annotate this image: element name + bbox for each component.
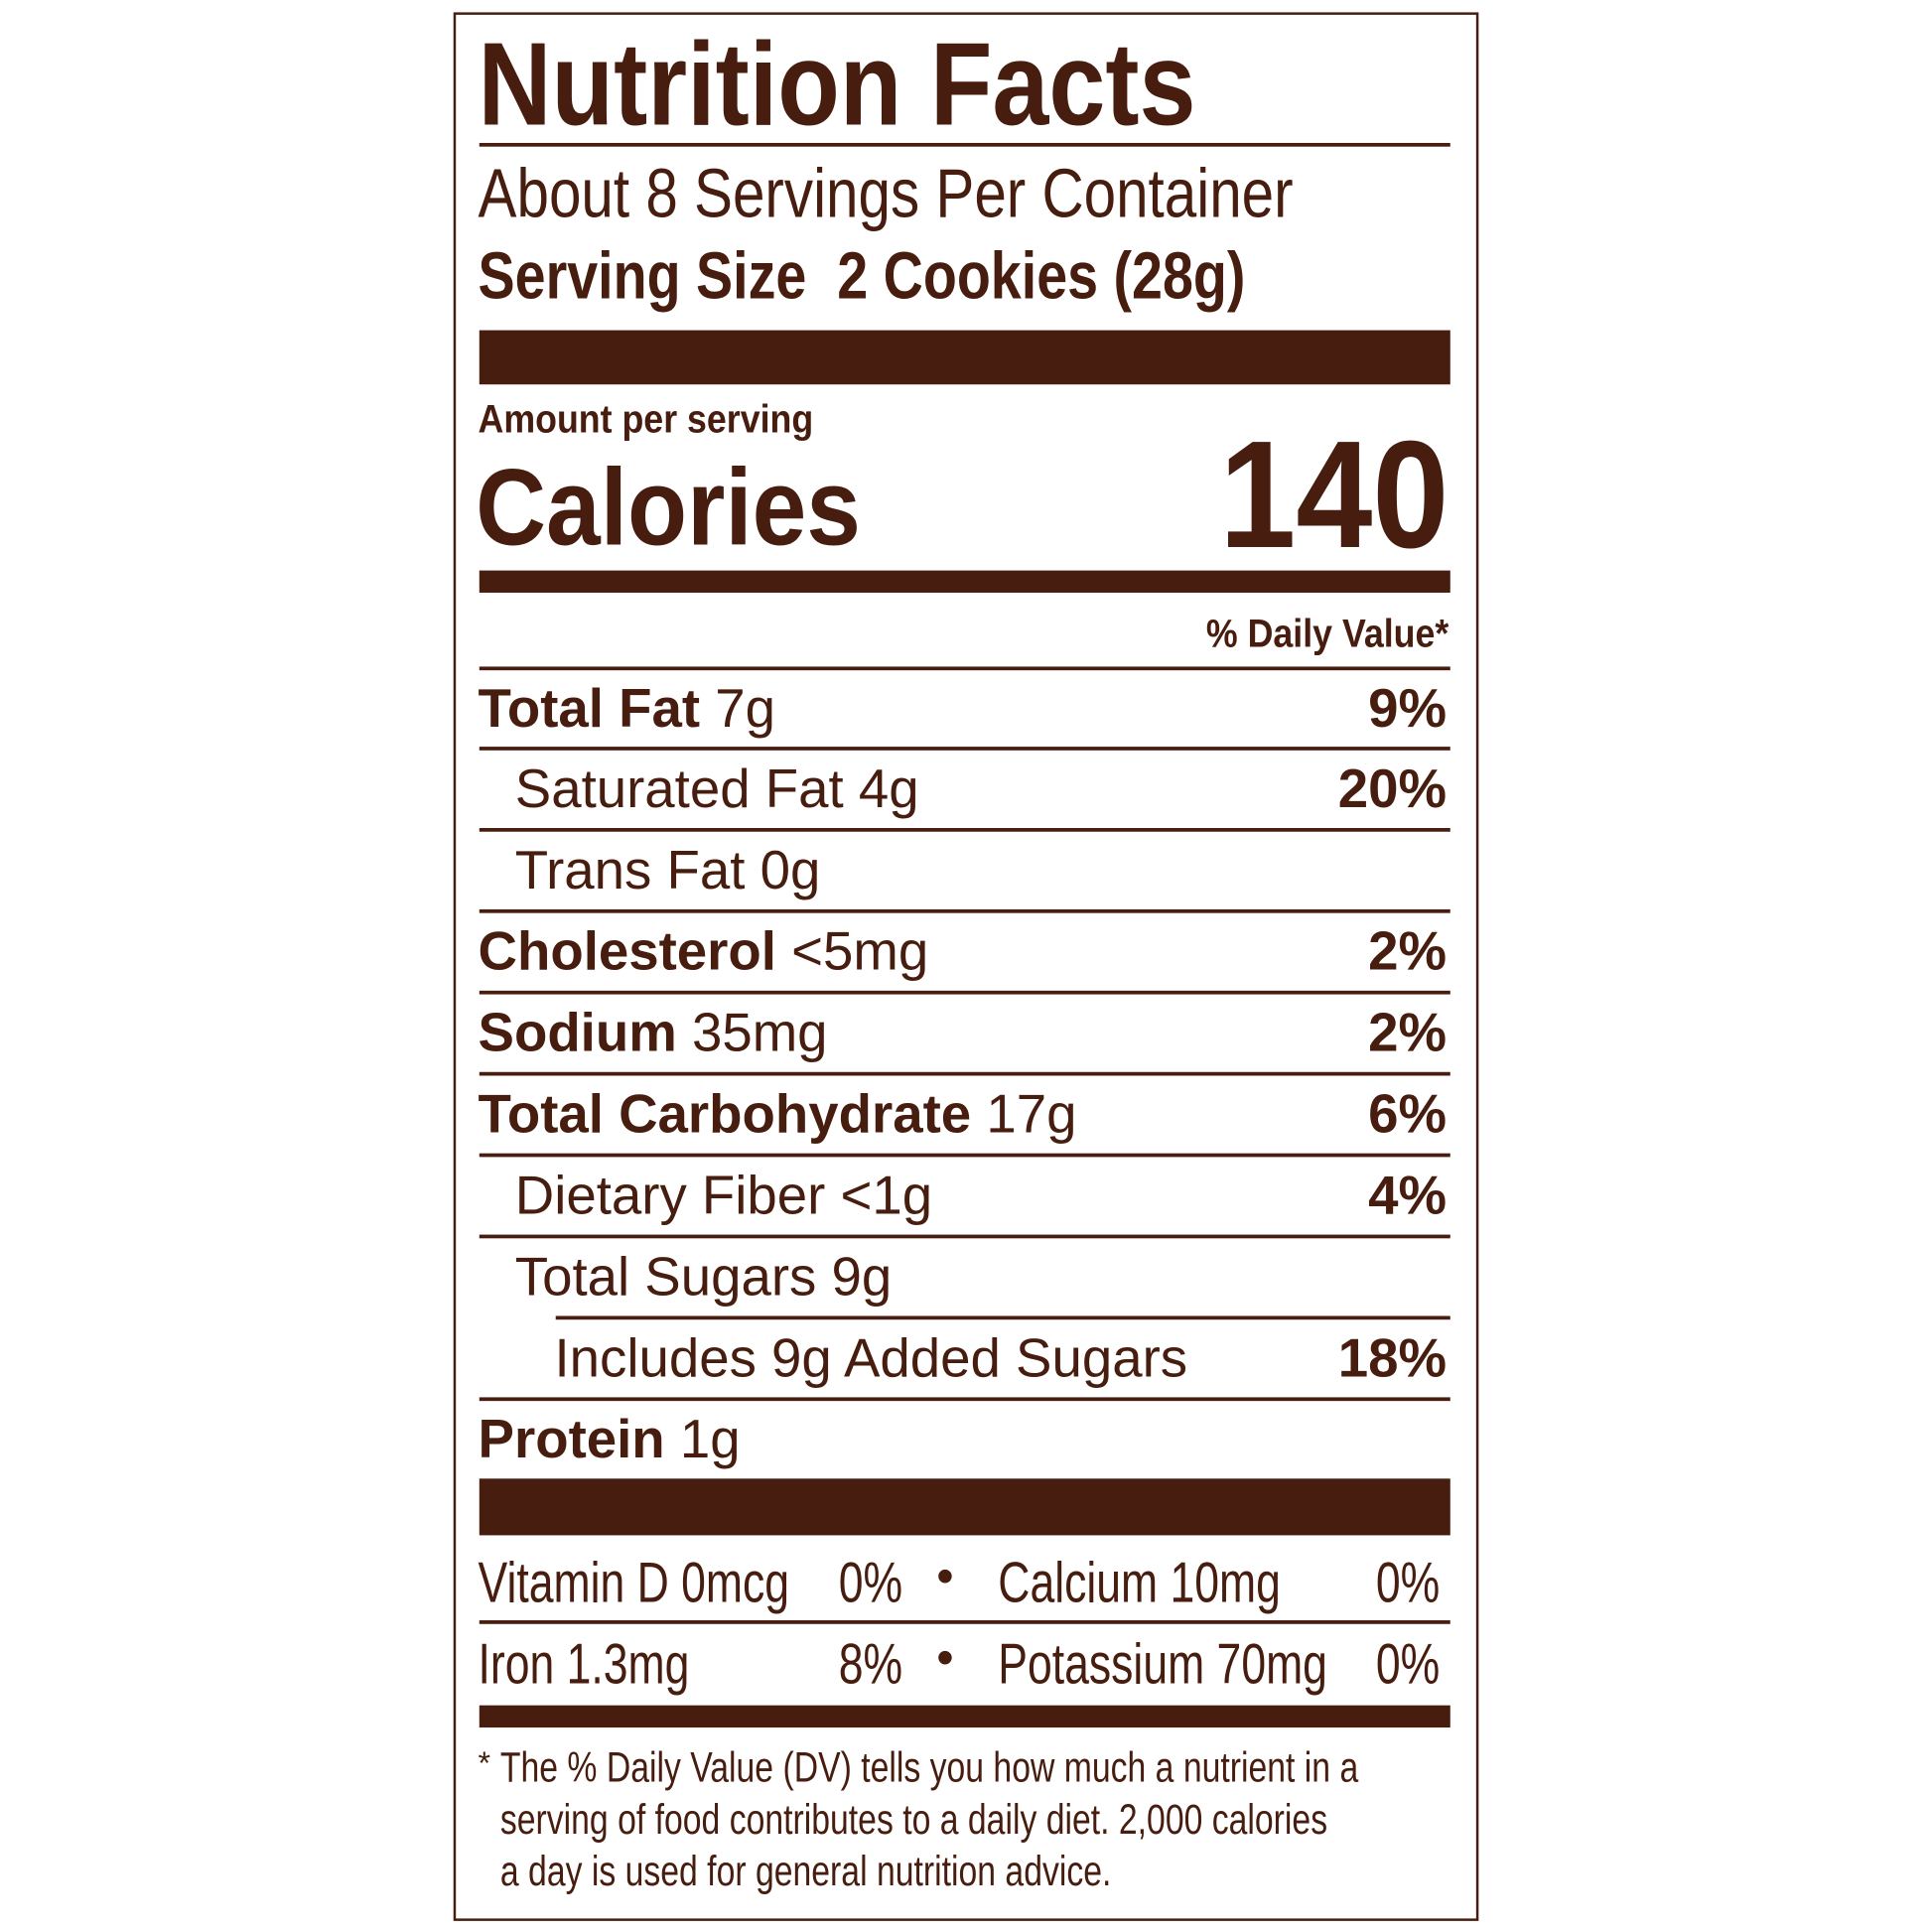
divider	[479, 747, 1450, 751]
daily-value-header: % Daily Value*	[1206, 611, 1449, 656]
nutrient-row-protein: Protein 1g	[478, 1409, 741, 1470]
iron-dv: 8%	[838, 1631, 902, 1696]
servings-per-container: About 8 Servings Per Container	[478, 154, 1294, 232]
nutrient-row-cholesterol: Cholesterol <5mg 2%	[478, 921, 1448, 983]
divider	[479, 990, 1450, 995]
divider	[479, 1234, 1450, 1239]
medium-bar	[479, 1705, 1450, 1728]
serving-size: Serving Size 2 Cookies (28g)	[478, 238, 1246, 314]
vitamin-d: Vitamin D 0mcg	[478, 1550, 790, 1614]
footnote-star: *	[478, 1744, 491, 1782]
nutrient-row-saturated-fat: Saturated Fat 4g 20%	[514, 759, 1448, 820]
divider	[479, 828, 1450, 832]
label-border	[453, 12, 1479, 1921]
label-title: Nutrition Facts	[478, 18, 1196, 151]
nutrient-row-total-sugars: Total Sugars 9g	[514, 1246, 893, 1308]
calories-label: Calories	[476, 446, 861, 569]
nutrient-row-sodium: Sodium 35mg 2%	[478, 1003, 1448, 1064]
calories-value: 140	[1219, 410, 1449, 581]
nutrient-row-trans-fat: Trans Fat 0g	[514, 840, 821, 901]
vitamin-d-dv: 0%	[838, 1550, 902, 1614]
bullet: •	[936, 1631, 954, 1686]
divider	[479, 1153, 1450, 1158]
potassium: Potassium 70mg	[998, 1631, 1327, 1696]
iron: Iron 1.3mg	[478, 1631, 690, 1696]
amount-per-serving: Amount per serving	[478, 396, 814, 442]
divider	[479, 1071, 1450, 1076]
nutrient-row-total-carbohydrate: Total Carbohydrate 17g 6%	[478, 1084, 1448, 1145]
bullet: •	[936, 1550, 954, 1604]
thick-bar	[479, 1478, 1450, 1536]
divider	[479, 908, 1450, 913]
divider	[479, 1397, 1450, 1402]
calcium-dv: 0%	[1375, 1550, 1440, 1614]
divider	[479, 142, 1450, 147]
divider-indented	[555, 1315, 1450, 1320]
calcium: Calcium 10mg	[998, 1550, 1281, 1614]
potassium-dv: 0%	[1375, 1631, 1440, 1696]
nutrient-row-dietary-fiber: Dietary Fiber <1g 4%	[514, 1166, 1448, 1226]
nutrient-row-total-fat: Total Fat 7g 9%	[478, 678, 1448, 740]
divider	[479, 666, 1450, 671]
medium-bar	[479, 570, 1450, 593]
divider	[479, 1620, 1450, 1624]
footnote: The % Daily Value (DV) tells you how muc…	[499, 1744, 1359, 1895]
nutrient-row-added-sugars: Includes 9g Added Sugars 18%	[554, 1327, 1448, 1389]
thick-bar	[479, 330, 1450, 385]
